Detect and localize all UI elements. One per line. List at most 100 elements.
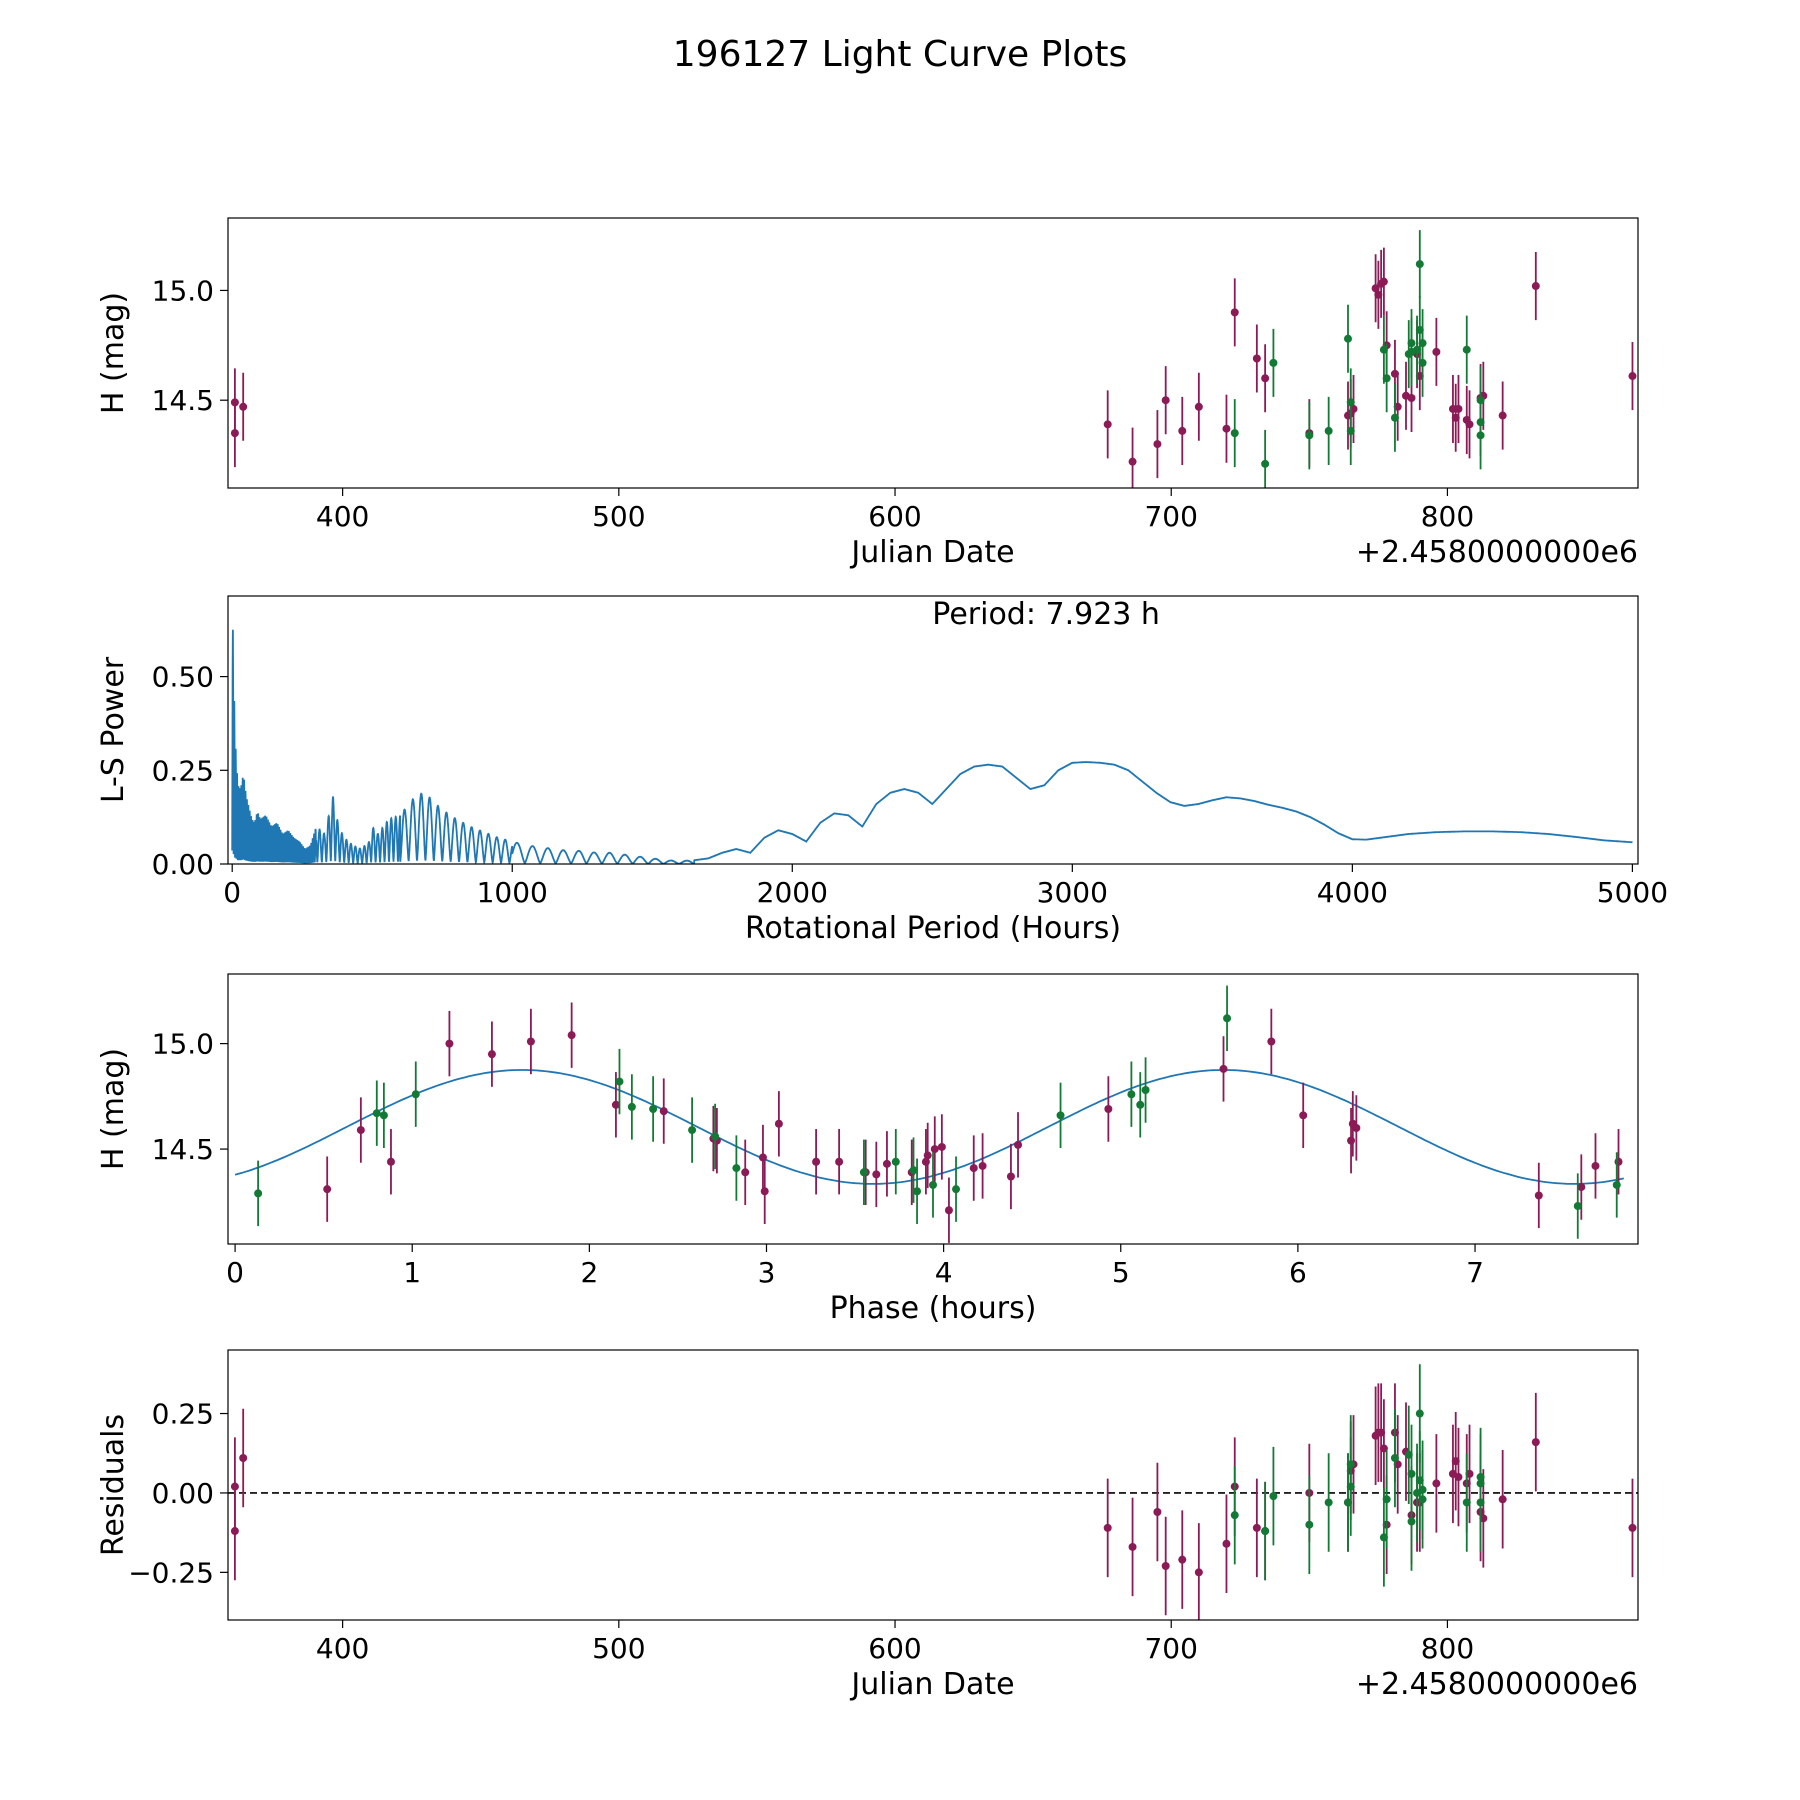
x-tick-label: 5000 [1597, 876, 1668, 909]
x-tick-label: 1000 [477, 876, 548, 909]
y-tick-label: 15.0 [152, 274, 214, 307]
data-point [1230, 308, 1239, 317]
y-tick-label: 14.5 [152, 1133, 214, 1166]
data-point [872, 1170, 881, 1179]
data-point [929, 1180, 937, 1189]
data-point [1352, 1123, 1361, 1132]
data-point [835, 1157, 844, 1166]
data-point [859, 1168, 868, 1177]
data-point [732, 1164, 741, 1173]
x-tick-label: 0 [226, 1256, 244, 1289]
data-point [1104, 1105, 1113, 1113]
data-point [1219, 1064, 1228, 1073]
data-point [230, 398, 239, 407]
y-tick-label: 0.25 [152, 754, 214, 787]
data-point [1628, 1523, 1637, 1532]
x-tick-label: 500 [592, 1632, 645, 1665]
data-point [913, 1187, 922, 1196]
offset-text: +2.4580000000e6 [1356, 535, 1638, 570]
x-tick-label: 7 [1466, 1256, 1484, 1289]
data-point [1103, 420, 1112, 429]
data-point [882, 1159, 891, 1168]
x-tick-label: 4 [935, 1256, 953, 1289]
data-point [944, 1206, 953, 1215]
data-point [1299, 1111, 1308, 1120]
x-tick-label: 800 [1421, 1632, 1474, 1665]
chart-lightcurve: 400 500 600 700 800 14.5 15.0 Julian Date H (mag… [96, 217, 1639, 570]
data-point [411, 1090, 420, 1099]
x-tick-label: 3 [758, 1256, 776, 1289]
data-point [1127, 1090, 1136, 1099]
data-point [1534, 1191, 1543, 1200]
data-point [1267, 1037, 1276, 1046]
data-point [1324, 426, 1333, 435]
plot-area [231, 629, 1633, 864]
chart-phased: 0 1 2 3 4 5 6 7 14.5 15.0 Phase (hours) H (mag) [96, 973, 1639, 1326]
periodogram-line [231, 629, 1633, 864]
data-point [891, 1157, 900, 1166]
y-axis-label: H (mag) [96, 292, 131, 414]
data-point [611, 1100, 620, 1109]
data-point [1390, 413, 1399, 422]
data-point [1531, 282, 1540, 291]
x-tick-label: 0 [223, 876, 241, 909]
data-point [774, 1119, 783, 1128]
data-point [1462, 1498, 1471, 1507]
series-purple [323, 1002, 1623, 1243]
x-tick-label: 500 [592, 500, 645, 533]
data-point [1347, 1136, 1356, 1145]
data-point [526, 1037, 535, 1046]
series-purple [230, 247, 1637, 488]
series-green [1230, 230, 1485, 488]
x-tick-label: 1 [403, 1256, 421, 1289]
data-point [1153, 440, 1162, 449]
data-point [1382, 1495, 1391, 1504]
data-point [1230, 1511, 1239, 1520]
plot-area [230, 230, 1637, 488]
model-curve [234, 1069, 1624, 1185]
data-point [1222, 1539, 1231, 1548]
data-point [1136, 1100, 1145, 1109]
y-axis-label: H (mag) [96, 1048, 131, 1170]
data-point [445, 1039, 454, 1048]
data-point [760, 1187, 769, 1196]
data-point [1324, 1498, 1333, 1507]
data-point [386, 1157, 395, 1166]
data-point [1343, 334, 1352, 343]
data-point [1194, 1568, 1203, 1577]
data-point [1407, 1517, 1416, 1526]
data-point [1346, 1460, 1355, 1469]
data-point [372, 1109, 381, 1118]
data-point [1128, 1542, 1137, 1551]
x-tick-label: 600 [868, 1632, 921, 1665]
data-point [758, 1153, 767, 1162]
data-point [1614, 1157, 1623, 1166]
series-green [1230, 1364, 1485, 1587]
data-point [923, 1151, 932, 1160]
plot-area [234, 985, 1624, 1243]
data-point [952, 1185, 961, 1194]
y-tick-label: 0.00 [152, 848, 214, 881]
data-point [254, 1189, 263, 1198]
data-point [1379, 277, 1388, 286]
y-axis-label: L-S Power [96, 656, 131, 803]
data-point [1128, 457, 1137, 466]
data-point [1454, 1473, 1463, 1482]
data-point [937, 1142, 946, 1151]
data-point [1415, 1409, 1424, 1418]
data-point [1476, 431, 1485, 440]
x-axis-label: Phase (hours) [830, 1291, 1037, 1326]
x-tick-label: 6 [1289, 1256, 1307, 1289]
chart-periodogram: 0 1000 2000 3000 4000 5000 0.00 0.25 0.50 Rotatio… [96, 595, 1668, 946]
data-point [1577, 1183, 1586, 1192]
data-point [1382, 374, 1391, 383]
data-point [741, 1168, 750, 1177]
axes-frame [227, 973, 1639, 1245]
data-point [1305, 431, 1314, 440]
data-point [323, 1185, 332, 1194]
data-point [1498, 411, 1507, 420]
y-tick-label: 15.0 [152, 1028, 214, 1061]
axes-frame [227, 1349, 1639, 1621]
data-point [1056, 1111, 1065, 1120]
offset-text: +2.4580000000e6 [1356, 1667, 1638, 1702]
